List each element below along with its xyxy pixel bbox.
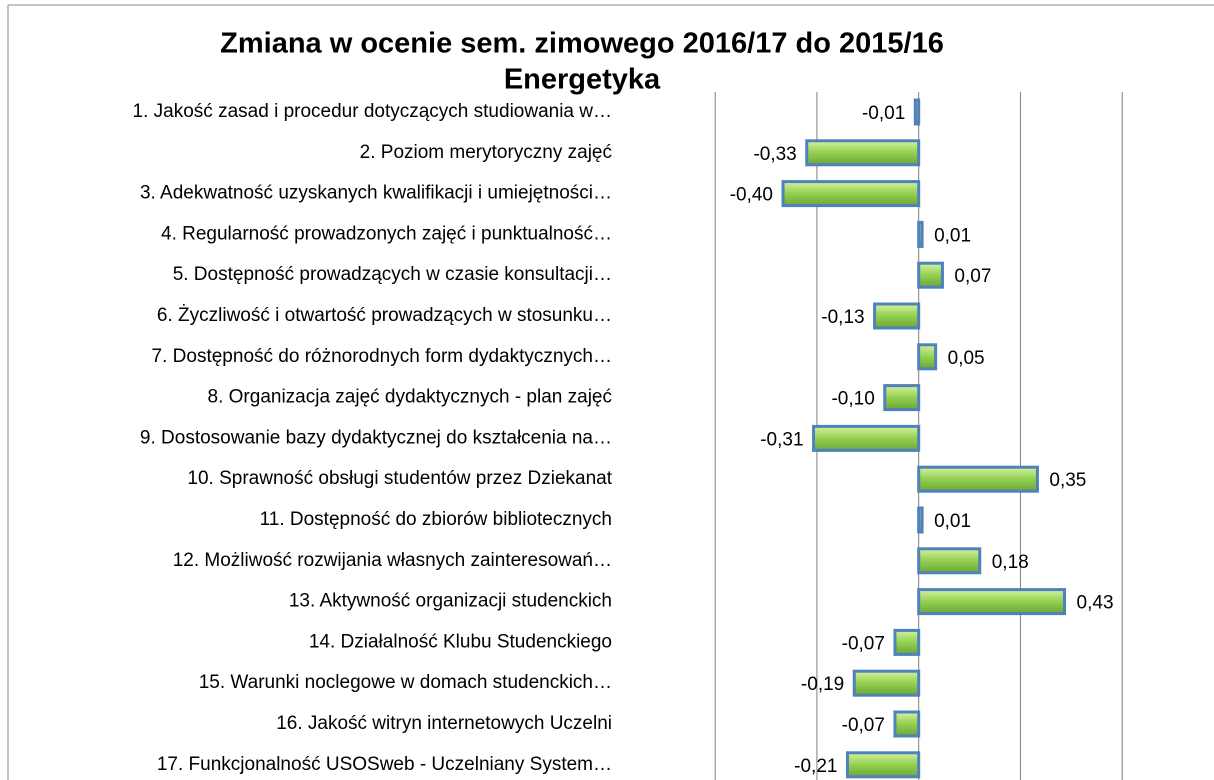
bar — [917, 343, 938, 371]
category-label: 15. Warunki noclegowe w domach studencki… — [199, 672, 612, 693]
bar — [917, 547, 982, 575]
category-label: 4. Regularność prowadzonych zajęć i punk… — [161, 223, 612, 244]
bar — [805, 139, 921, 167]
value-label: -0,33 — [753, 144, 796, 165]
value-label: -0,13 — [821, 307, 864, 328]
value-label: -0,19 — [801, 674, 844, 695]
bar — [917, 220, 924, 248]
bar — [913, 98, 921, 126]
bar — [893, 628, 921, 656]
value-label: -0,21 — [794, 756, 837, 777]
value-label: -0,40 — [730, 185, 773, 206]
bar — [883, 384, 921, 412]
value-label: 0,18 — [992, 552, 1029, 573]
bar — [781, 180, 921, 208]
chart-subtitle: Energetyka — [504, 64, 661, 96]
bar — [893, 710, 921, 738]
bar — [917, 261, 944, 289]
chart-title: Zmiana w ocenie sem. zimowego 2016/17 do… — [220, 28, 944, 60]
bar — [917, 506, 924, 534]
bar — [812, 424, 921, 452]
category-label: 11. Dostępność do zbiorów bibliotecznych — [260, 509, 612, 530]
value-label: -0,31 — [760, 429, 803, 450]
bar — [873, 302, 921, 330]
category-label: 6. Życzliwość i otwartość prowadzących w… — [157, 305, 612, 326]
value-label: 0,01 — [934, 511, 971, 532]
bar — [845, 751, 921, 779]
category-label: 16. Jakość witryn internetowych Uczelni — [276, 713, 612, 734]
value-label: 0,05 — [948, 348, 985, 369]
category-label: 3. Adekwatność uzyskanych kwalifikacji i… — [140, 183, 612, 204]
category-label: 14. Działalność Klubu Studenckiego — [309, 631, 612, 652]
value-label: 0,43 — [1077, 593, 1114, 614]
category-label: 10. Sprawność obsługi studentów przez Dz… — [187, 468, 612, 489]
category-label: 2. Poziom merytoryczny zajęć — [360, 142, 612, 163]
value-label: -0,07 — [842, 715, 885, 736]
category-label: 9. Dostosowanie bazy dydaktycznej do ksz… — [140, 427, 612, 448]
category-label: 8. Organizacja zajęć dydaktycznych - pla… — [208, 387, 612, 408]
category-label: 5. Dostępność prowadzących w czasie kons… — [173, 264, 612, 285]
category-label: 13. Aktywność organizacji studenckich — [289, 591, 612, 612]
value-label: 0,35 — [1049, 470, 1086, 491]
category-label: 17. Funkcjonalność USOSweb - Uczelniany … — [157, 754, 612, 775]
value-label: 0,01 — [934, 225, 971, 246]
category-label: 1. Jakość zasad i procedur dotyczących s… — [133, 101, 612, 122]
bar — [917, 588, 1067, 616]
value-label: -0,07 — [842, 633, 885, 654]
category-label: 7. Dostępność do różnorodnych form dydak… — [152, 346, 612, 367]
value-label: -0,10 — [831, 389, 874, 410]
bar — [852, 669, 921, 697]
value-label: -0,01 — [862, 103, 905, 124]
value-label: 0,07 — [954, 266, 991, 287]
bar — [917, 465, 1039, 493]
category-label: 12. Możliwość rozwijania własnych zainte… — [173, 550, 612, 571]
